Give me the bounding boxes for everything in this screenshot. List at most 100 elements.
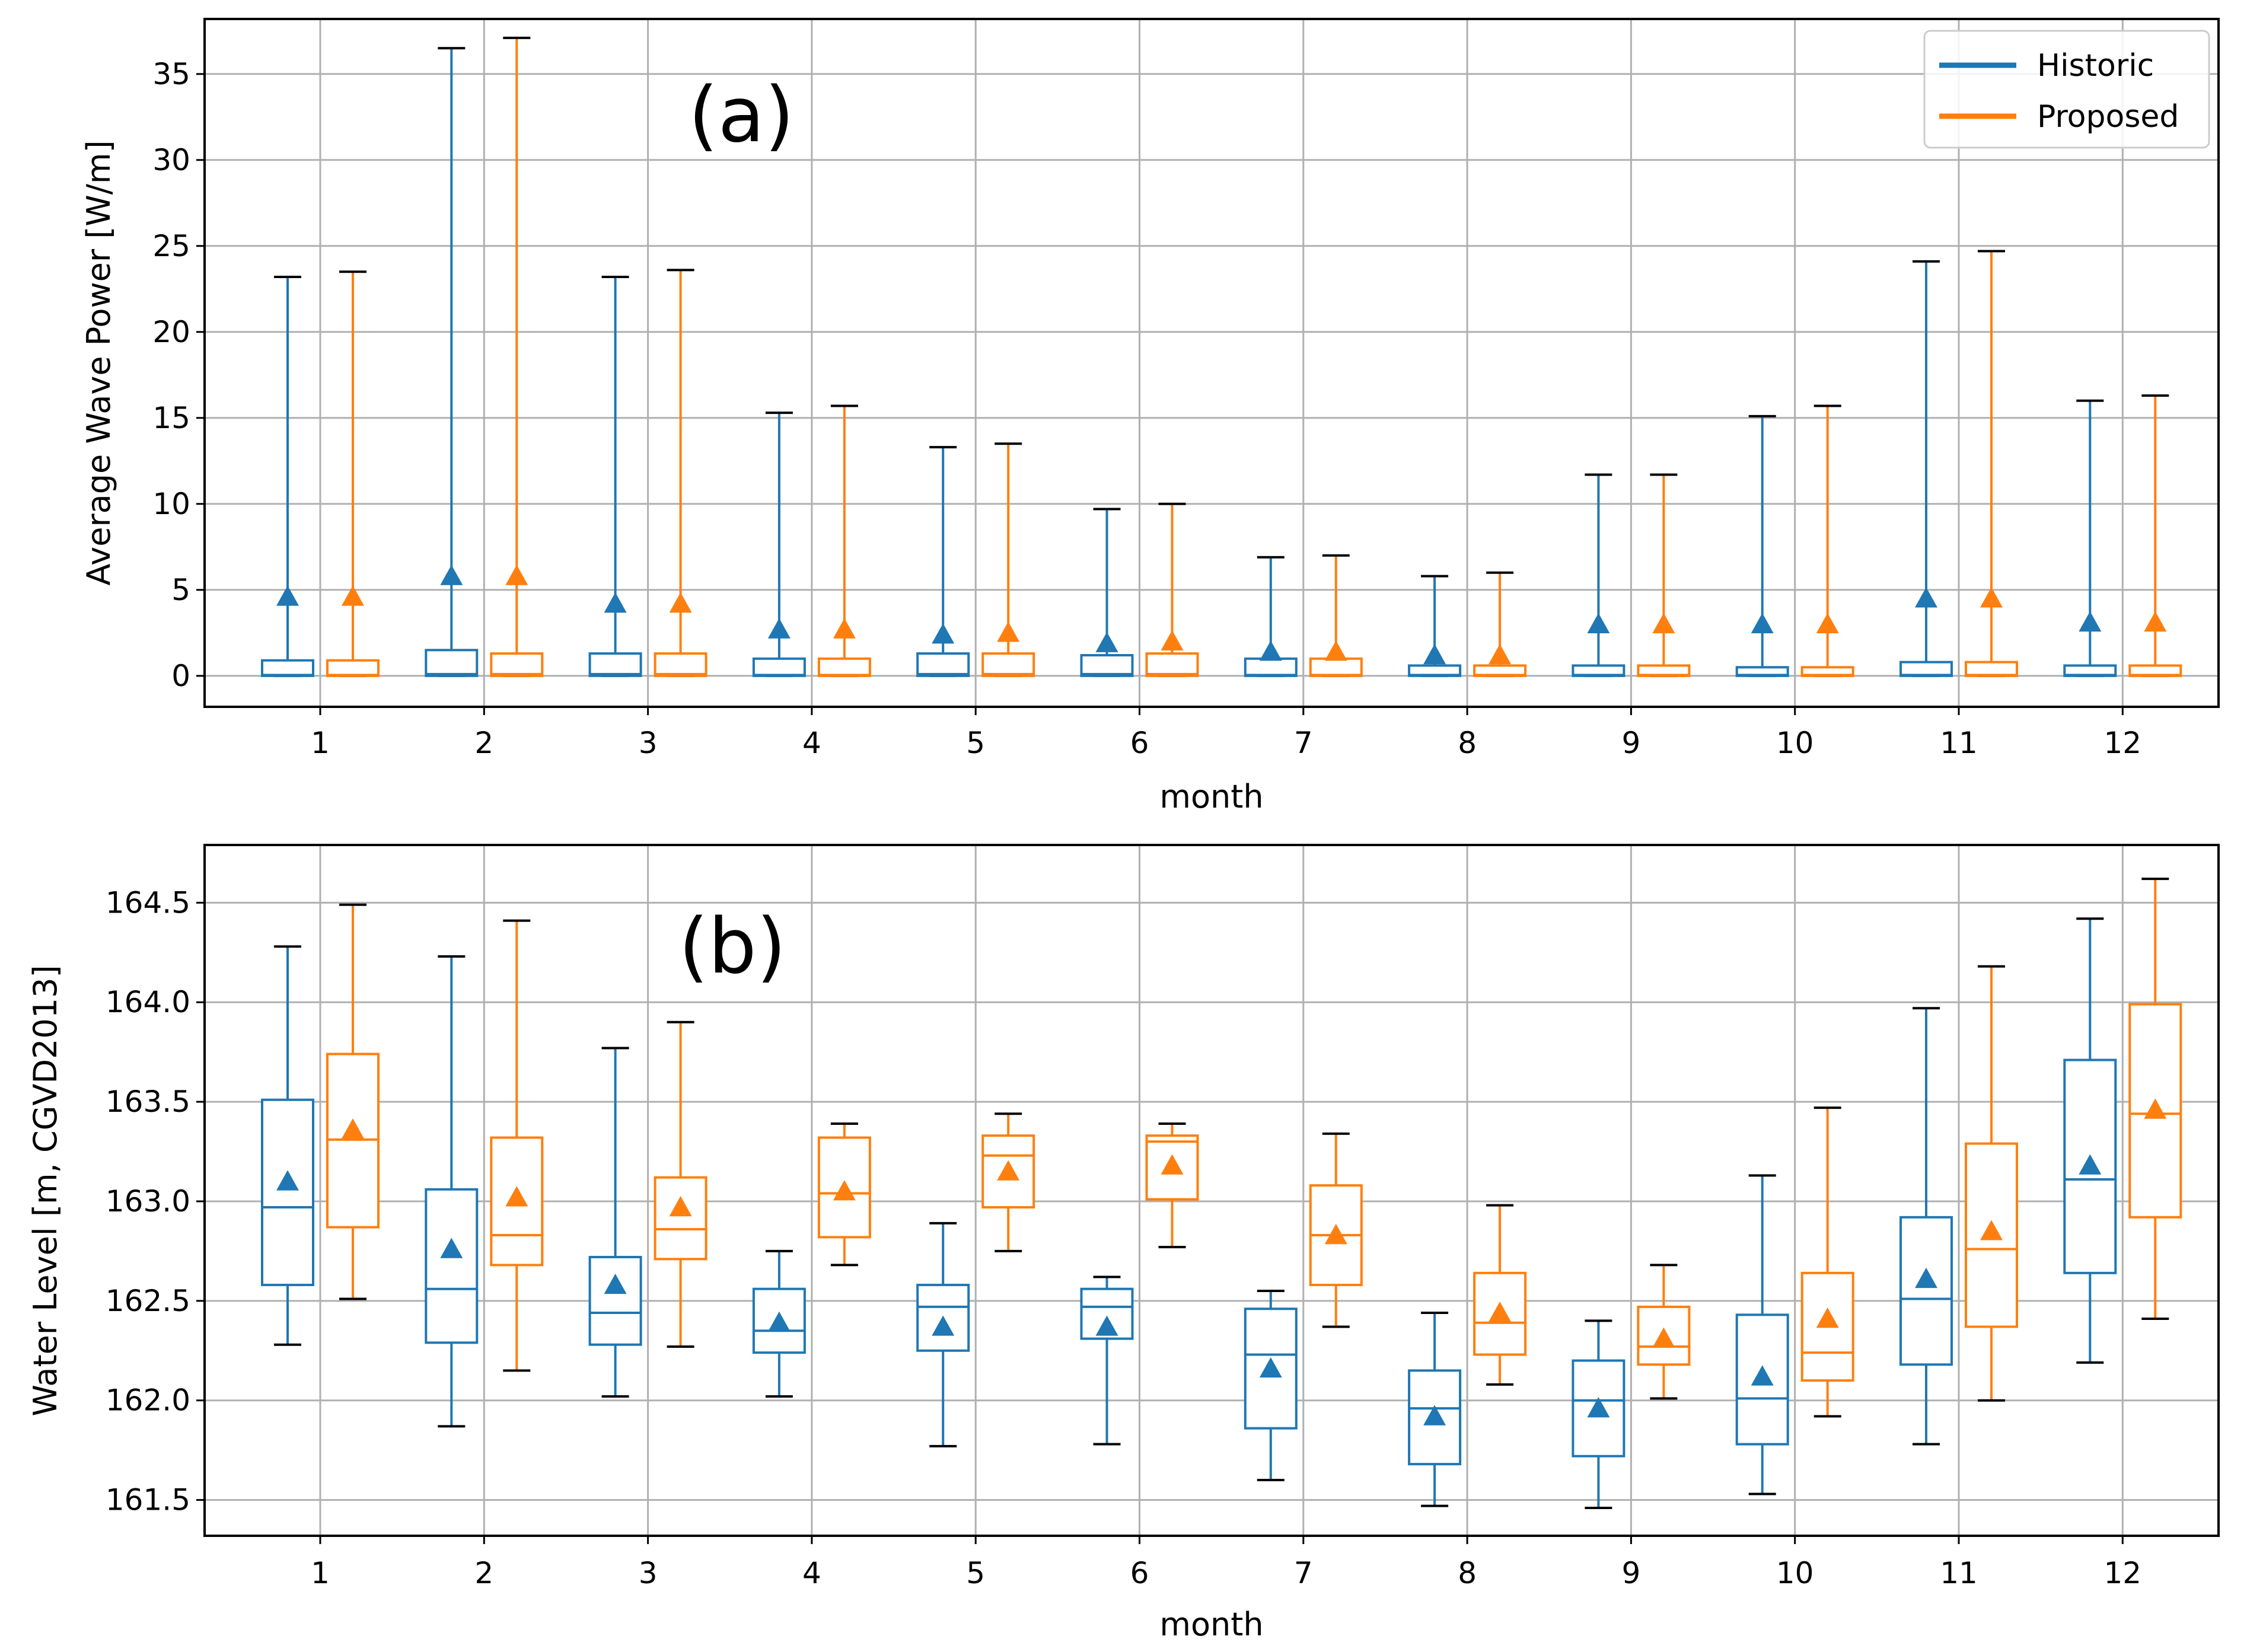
y-tick-label: 0 [171,659,190,693]
iqr-box [916,652,970,677]
iqr-box [425,1188,479,1344]
mean-marker [997,1160,1020,1181]
x-tick-label: 1 [311,1556,330,1590]
iqr-box [1473,1271,1527,1356]
mean-marker [1587,613,1610,633]
iqr-box [1637,1305,1691,1366]
mean-marker [1816,613,1839,633]
mean-marker [1980,1220,2003,1240]
box-proposed-month-1 [326,903,380,1300]
grid [205,845,2219,1536]
mean-marker [276,585,299,606]
mean-marker [1652,613,1675,633]
box-proposed-month-12 [2128,394,2182,677]
mean-marker [1324,1224,1347,1245]
box-proposed-month-9 [1637,1264,1691,1400]
y-axis-label: Average Wave Power [W/m] [80,140,117,585]
iqr-box [1899,1216,1953,1366]
mean-marker [1652,1327,1675,1348]
x-tick-label: 10 [1776,1556,1814,1590]
x-tick-label: 12 [2103,1556,2141,1590]
y-tick-label: 164.5 [106,885,190,920]
iqr-box [1309,657,1363,677]
box-proposed-month-7 [1309,1132,1363,1328]
x-tick-label: 9 [1621,1556,1640,1590]
mean-marker [932,623,955,644]
x-tick-label: 9 [1621,726,1640,760]
legend: Historic Proposed [1923,30,2210,149]
iqr-box [654,652,707,677]
x-tick-label: 8 [1458,726,1477,760]
panel-label-b: (b) [678,902,786,991]
x-tick-label: 5 [966,726,985,760]
y-axis: 161.5 162.0 162.5 163.0 163.5 164.0 164.5 [106,885,205,1517]
mean-marker [1751,1365,1774,1386]
iqr-box [326,659,380,677]
y-tick-label: 30 [152,143,190,177]
mean-marker [767,618,791,639]
box-proposed-month-11 [1965,250,2018,677]
iqr-box [490,652,544,677]
box-proposed-month-3 [654,1020,707,1348]
iqr-box [425,649,479,677]
box-historic-month-6 [1080,508,1134,677]
y-axis-label: Water Level [m, CGVD2013] [27,965,64,1416]
axes-frame [203,18,2220,708]
y-tick-label: 35 [152,57,190,91]
box-historic-month-3 [588,276,642,677]
iqr-box [261,1098,314,1286]
box-proposed-month-1 [326,270,380,677]
y-tick-label: 15 [152,401,190,435]
mean-marker [1980,587,2003,608]
box-historic-month-3 [588,1047,642,1398]
mean-marker [997,621,1020,642]
box-proposed-month-2 [490,919,544,1372]
iqr-box [752,657,806,677]
mean-marker [1915,587,1937,608]
mean-marker [1161,1154,1184,1175]
y-tick-label: 162.0 [106,1383,190,1418]
x-axis: 1 2 3 4 5 6 7 8 9 10 11 12 [311,1536,2141,1590]
x-tick-label: 3 [639,1556,658,1590]
y-tick-label: 164.0 [106,985,190,1019]
iqr-box [261,659,314,677]
box-proposed-month-4 [817,1122,871,1267]
mean-marker [1751,613,1774,633]
mean-marker [1423,644,1446,665]
mean-marker [669,592,692,613]
x-tick-label: 2 [474,726,493,760]
mean-marker [440,1238,463,1258]
mean-marker [276,1170,299,1191]
iqr-box [588,1255,642,1346]
box-historic-month-8 [1408,575,1462,677]
x-tick-label: 1 [311,726,330,760]
x-tick-label: 7 [1294,726,1313,760]
mean-marker [1324,640,1347,661]
x-tick-label: 7 [1294,1556,1313,1590]
y-tick-label: 163.0 [106,1184,190,1219]
x-tick-label: 11 [1940,1556,1978,1590]
box-historic-month-10 [1735,414,1789,677]
mean-marker [342,585,364,606]
box-historic-month-4 [752,412,806,677]
mean-marker [833,618,856,639]
mean-marker [1259,1357,1282,1378]
box-proposed-month-5 [981,442,1035,677]
x-tick-label: 11 [1940,726,1978,760]
iqr-box [1244,657,1298,677]
mean-marker [505,1186,528,1207]
box-proposed-month-8 [1473,1204,1527,1386]
mean-marker [2144,611,2167,632]
x-axis-label: month [1159,1606,1263,1643]
mean-marker [669,1196,692,1217]
mean-marker [1423,1405,1446,1425]
mean-marker [440,565,463,585]
mean-marker [1587,1397,1610,1418]
mean-marker [2079,611,2102,632]
y-tick-label: 25 [152,229,190,263]
mean-marker [767,1311,791,1332]
plot-area [261,36,2182,677]
box-proposed-month-3 [654,269,707,677]
box-historic-month-11 [1899,1007,1953,1446]
box-proposed-month-6 [1145,502,1199,677]
